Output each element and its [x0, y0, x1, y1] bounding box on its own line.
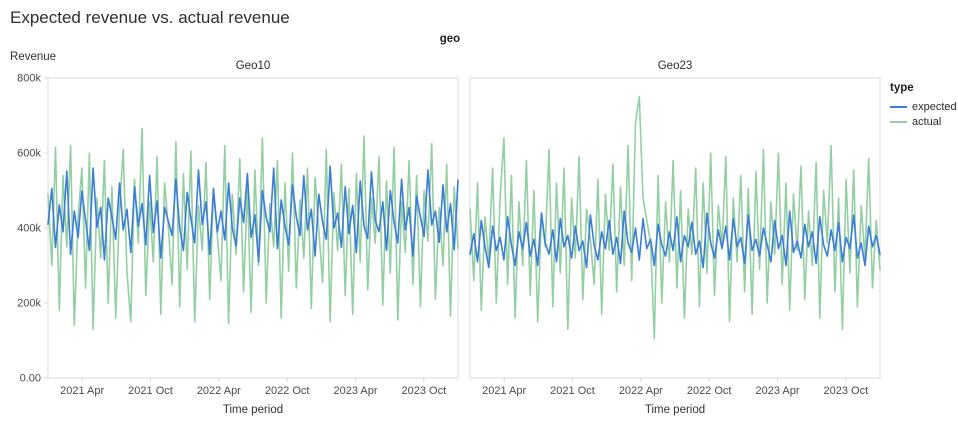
actual-line-swatch-icon: [890, 120, 907, 123]
svg-text:200k: 200k: [17, 298, 41, 310]
panel-geo23-title: Geo23: [657, 60, 693, 72]
svg-text:2022 Apr: 2022 Apr: [619, 385, 663, 397]
legend: type expected actual: [890, 82, 957, 129]
facet-header-label: geo: [439, 33, 461, 45]
legend-title: type: [890, 82, 914, 94]
svg-text:2022 Apr: 2022 Apr: [197, 385, 241, 397]
panel-geo23: Geo23 2021 Apr 2021 Oct 2022 Apr 2022 Oct 20…: [464, 60, 882, 416]
svg-text:2022 Oct: 2022 Oct: [265, 385, 310, 397]
panel-geo10-plot: 0.00 200k 400k 600k 800k 2021 Apr 2021 Oct 2022…: [17, 74, 459, 397]
svg-text:2021 Apr: 2021 Apr: [482, 385, 526, 397]
legend-item-label: expected: [912, 100, 957, 113]
svg-text:600k: 600k: [17, 148, 41, 160]
y-axis-title: Revenue: [10, 51, 57, 63]
panel-geo10-title: Geo10: [235, 60, 271, 72]
legend-item-expected: expected: [890, 99, 957, 114]
svg-text:800k: 800k: [17, 74, 41, 85]
svg-text:2021 Apr: 2021 Apr: [60, 385, 104, 397]
svg-text:2021 Oct: 2021 Oct: [128, 385, 173, 397]
svg-text:2023 Oct: 2023 Oct: [824, 385, 869, 397]
svg-text:2023 Apr: 2023 Apr: [755, 385, 799, 397]
x-axis-title: Time period: [644, 404, 706, 416]
expected-line-swatch-icon: [890, 105, 907, 108]
svg-text:2022 Oct: 2022 Oct: [687, 385, 732, 397]
x-axis-title: Time period: [222, 404, 284, 416]
svg-text:2021 Oct: 2021 Oct: [550, 385, 595, 397]
svg-text:0.00: 0.00: [20, 373, 41, 385]
panel-geo23-plot: 2021 Apr 2021 Oct 2022 Apr 2022 Oct 2023 Apr…: [469, 77, 881, 397]
svg-text:400k: 400k: [17, 223, 41, 235]
svg-text:2023 Oct: 2023 Oct: [402, 385, 447, 397]
chart-title: Expected revenue vs. actual revenue: [10, 8, 290, 27]
legend-item-label: actual: [912, 115, 942, 128]
svg-text:2023 Apr: 2023 Apr: [333, 385, 377, 397]
legend-item-actual: actual: [890, 114, 957, 129]
panel-geo10: Geo10 0.00 200k 400k 600k 800k 2021 Apr 2021 O…: [2, 60, 460, 416]
